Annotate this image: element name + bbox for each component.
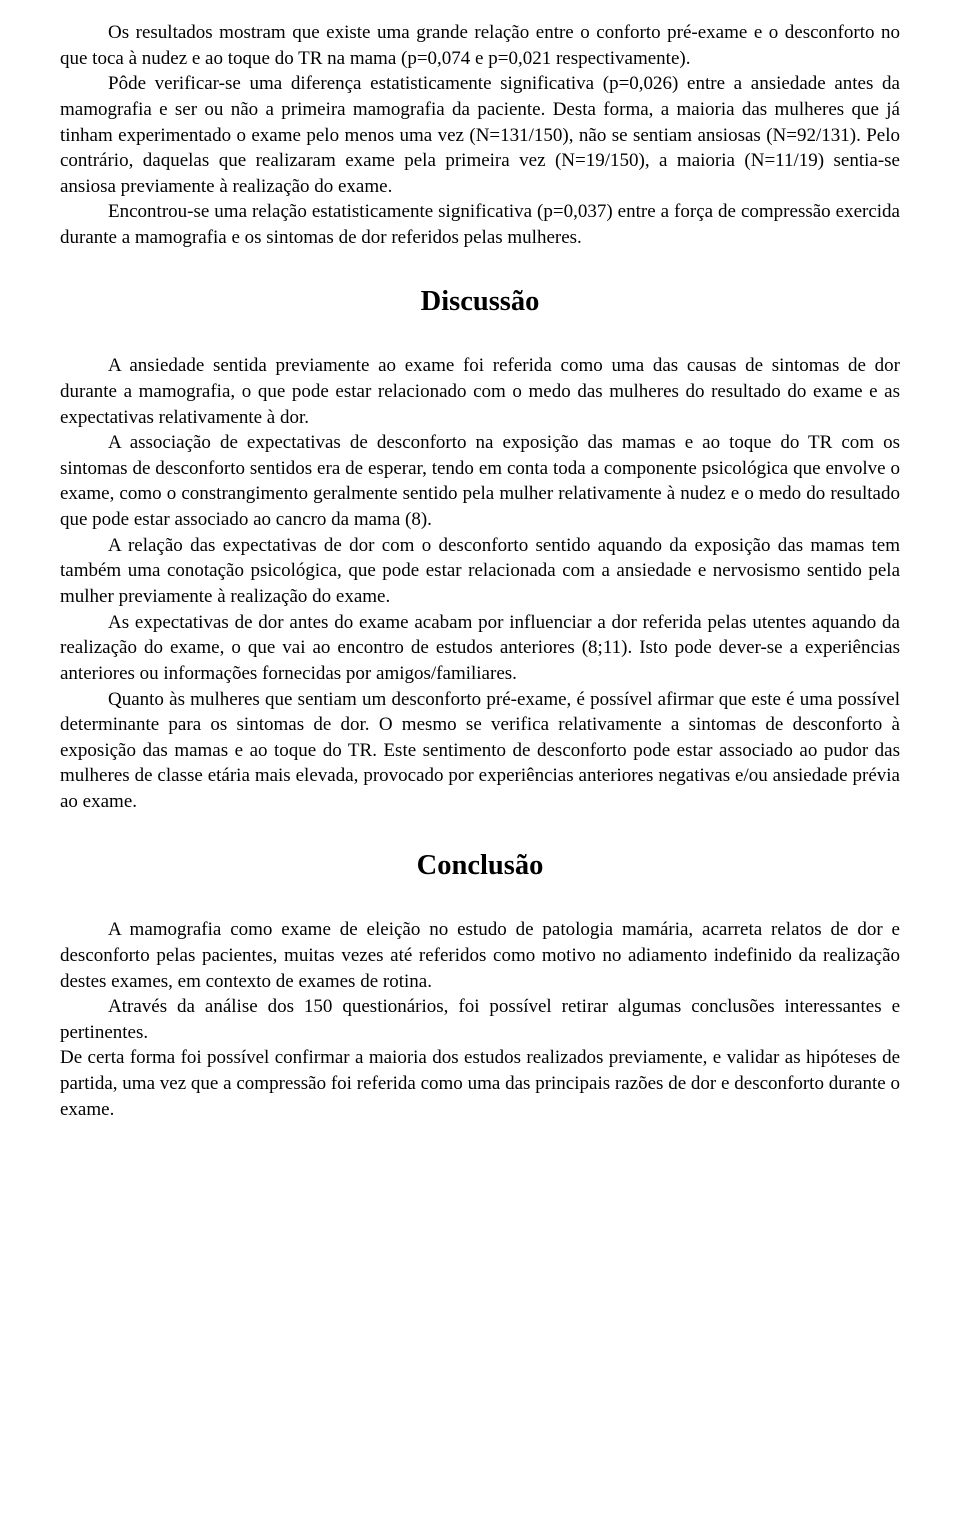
conclusion-paragraph-3: De certa forma foi possível confirmar a … xyxy=(60,1045,900,1122)
discussion-paragraph-3: A relação das expectativas de dor com o … xyxy=(60,533,900,610)
discussion-paragraph-1: A ansiedade sentida previamente ao exame… xyxy=(60,353,900,430)
conclusion-paragraph-1: A mamografia como exame de eleição no es… xyxy=(60,917,900,994)
discussion-paragraph-4: As expectativas de dor antes do exame ac… xyxy=(60,610,900,687)
results-paragraph-3: Encontrou-se uma relação estatisticament… xyxy=(60,199,900,250)
results-paragraph-2: Pôde verificar-se uma diferença estatist… xyxy=(60,71,900,199)
discussion-paragraph-2: A associação de expectativas de desconfo… xyxy=(60,430,900,533)
discussion-heading: Discussão xyxy=(60,283,900,321)
conclusion-heading: Conclusão xyxy=(60,847,900,885)
results-paragraph-1: Os resultados mostram que existe uma gra… xyxy=(60,20,900,71)
document-body: Os resultados mostram que existe uma gra… xyxy=(60,20,900,1122)
conclusion-paragraph-2: Através da análise dos 150 questionários… xyxy=(60,994,900,1045)
discussion-paragraph-5: Quanto às mulheres que sentiam um descon… xyxy=(60,687,900,815)
